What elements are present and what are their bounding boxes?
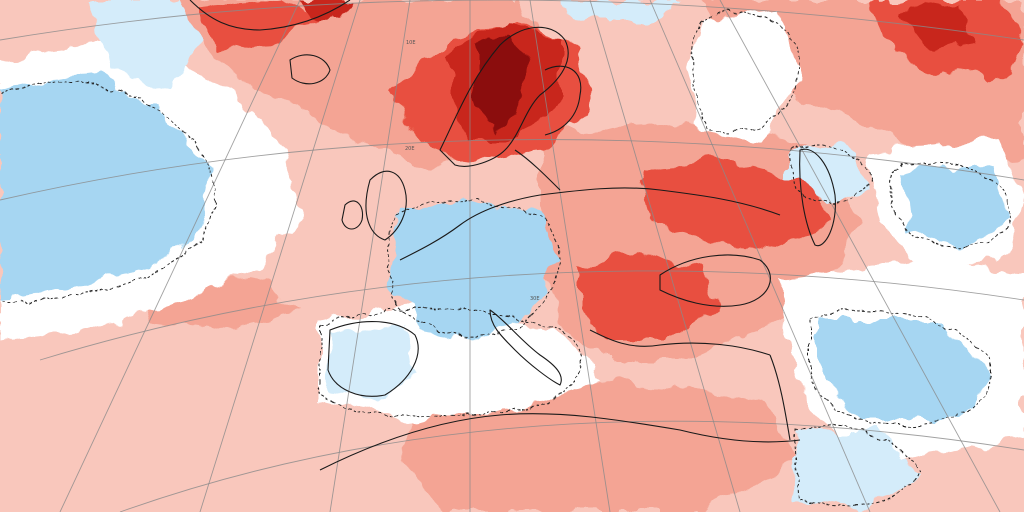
coastline-italy xyxy=(489,309,562,386)
meridian-line xyxy=(649,0,871,512)
anomaly-patch-white-east xyxy=(690,10,800,140)
meridian-line xyxy=(719,0,1001,512)
contour-line xyxy=(794,425,921,506)
parallel-line xyxy=(0,139,1024,201)
coastline-caspian xyxy=(799,148,836,247)
meridian-line xyxy=(529,0,611,512)
anomaly-patch-red-balkans xyxy=(580,250,720,340)
meridian-line xyxy=(59,0,301,512)
coastline-greece-turkey xyxy=(589,329,771,356)
coastline-finland xyxy=(544,65,582,136)
contour-line xyxy=(690,12,801,133)
anomaly-patch-red-greenland xyxy=(200,0,320,50)
contour-line xyxy=(319,308,582,417)
coastline-iceland xyxy=(289,54,331,85)
coastline-baltic xyxy=(514,149,561,191)
coastline-greenland xyxy=(189,0,351,31)
graticule-label: 20E xyxy=(405,146,415,152)
anomaly-patch-red-ukraine xyxy=(640,160,830,250)
anomaly-patch-blue-middle-east xyxy=(820,320,990,420)
anomaly-patch-blue-south-east xyxy=(790,430,920,512)
coastline-british-isles xyxy=(365,170,407,241)
meridian-line xyxy=(329,0,411,512)
anomaly-patch-blue-central-europe xyxy=(390,200,560,340)
parallel-line xyxy=(39,270,1024,361)
anomaly-patch-blue-iberia xyxy=(330,325,420,400)
anomaly-patch-blue-kazakh xyxy=(900,165,1010,250)
anomaly-patch-blue-west xyxy=(0,70,210,300)
coastline-black-sea xyxy=(659,254,771,307)
graticule-label: 10E xyxy=(406,40,416,46)
parallel-line xyxy=(0,0,1024,41)
contour-line xyxy=(890,162,1011,248)
contour-line xyxy=(0,80,215,303)
coastline-ireland xyxy=(341,200,364,230)
coastlines xyxy=(189,0,836,471)
coastline-north-africa xyxy=(319,413,801,471)
coastline-levant xyxy=(769,354,791,441)
contour-line xyxy=(387,200,558,336)
zero-contours xyxy=(0,12,1011,506)
meridian-line xyxy=(199,0,361,512)
parallel-line xyxy=(119,420,1024,512)
graticule-label: 30E xyxy=(530,296,540,302)
coastline-scandinavia xyxy=(439,26,569,167)
meridian-line xyxy=(589,0,741,512)
coastline-continental xyxy=(399,187,781,261)
contour-line xyxy=(789,144,871,203)
anomaly-patch-blue-arctic xyxy=(560,0,680,20)
coastline-iberia xyxy=(327,321,419,397)
